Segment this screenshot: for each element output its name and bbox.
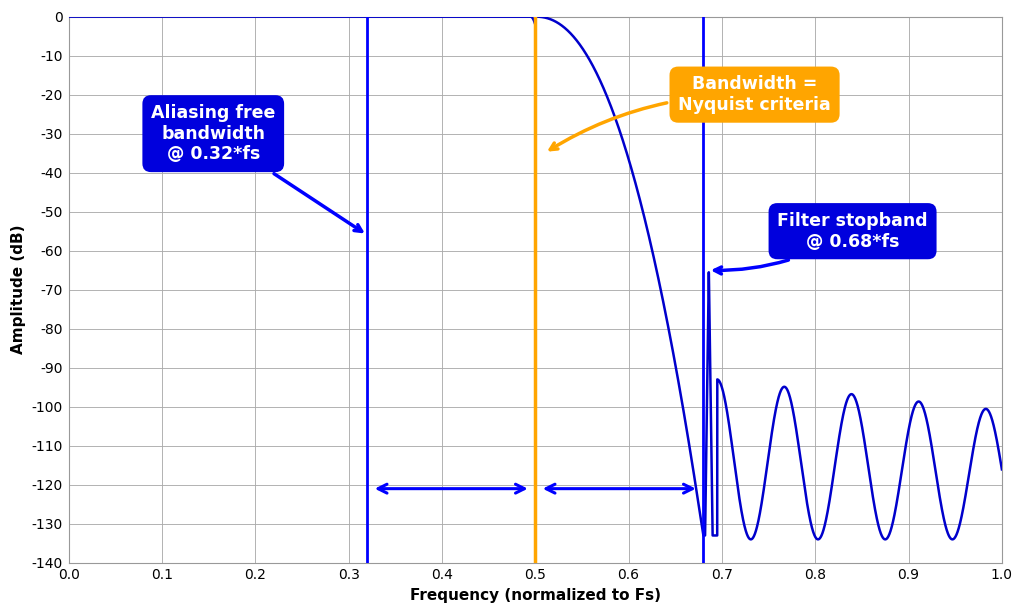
- X-axis label: Frequency (normalized to Fs): Frequency (normalized to Fs): [410, 588, 660, 603]
- Text: Aliasing free
bandwidth
@ 0.32*fs: Aliasing free bandwidth @ 0.32*fs: [152, 104, 361, 231]
- Text: Bandwidth =
Nyquist criteria: Bandwidth = Nyquist criteria: [550, 76, 830, 150]
- Text: Filter stopband
@ 0.68*fs: Filter stopband @ 0.68*fs: [715, 212, 928, 274]
- Y-axis label: Amplitude (dB): Amplitude (dB): [11, 225, 26, 354]
